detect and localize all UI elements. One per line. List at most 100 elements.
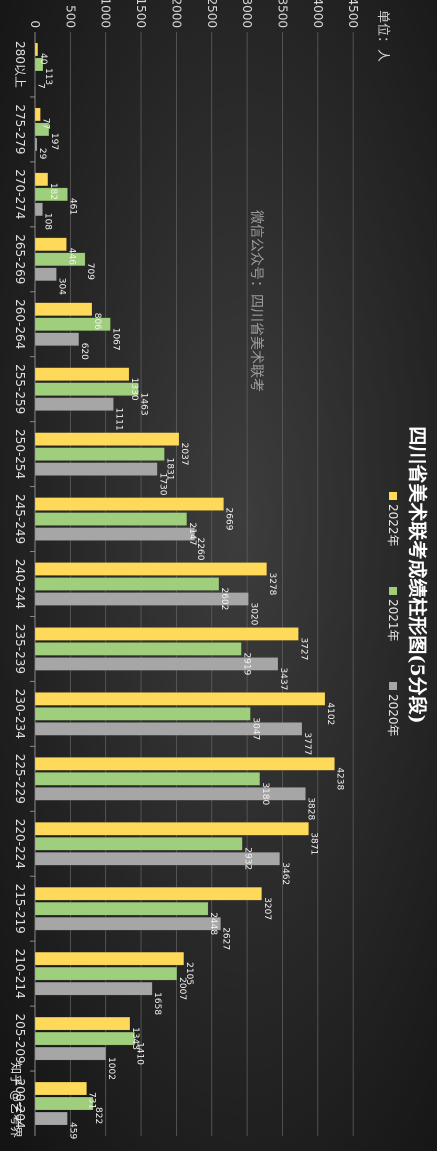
bar [34, 252, 86, 267]
bar [34, 382, 139, 396]
x-tick-label: 275-279 [13, 104, 27, 154]
data-label: 3871 [309, 832, 319, 855]
data-label: 29 [37, 148, 47, 160]
data-label: 7 [35, 83, 45, 89]
x-tick-label: 260-264 [13, 299, 27, 349]
data-label: 2105 [184, 962, 194, 985]
y-tick-label: 0 [28, 20, 42, 28]
bar [34, 722, 303, 736]
x-tick-label: 225-229 [13, 754, 27, 804]
data-label: 446 [67, 248, 77, 265]
bar [34, 107, 41, 122]
bar [34, 527, 196, 541]
bar [34, 122, 50, 137]
bar [34, 1046, 107, 1061]
bar [34, 1016, 131, 1031]
data-label: 620 [79, 343, 89, 360]
data-label: 40 [38, 53, 48, 65]
data-label: 1410 [135, 1042, 145, 1065]
credit-text: 知乎 @艺考界 [9, 1062, 23, 1138]
bar [34, 707, 251, 721]
bar [34, 447, 165, 461]
data-label: 1002 [106, 1057, 116, 1080]
legend-label: 2022年 [386, 504, 400, 547]
x-tick-label: 255-259 [13, 364, 27, 414]
data-label: 197 [49, 133, 59, 150]
bar [34, 367, 130, 381]
bar [34, 951, 185, 966]
data-labels: 40 77 182 446 806 1330 2037 2669 3278 3727 4102 423… [35, 53, 344, 1140]
bar [34, 852, 281, 866]
bar [34, 886, 262, 901]
data-label: 113 [43, 68, 53, 85]
bar [34, 332, 80, 346]
y-tick-label: 3500 [275, 0, 289, 28]
data-label: 3020 [249, 603, 259, 626]
bar [34, 497, 224, 511]
y-tick-label: 500 [63, 5, 77, 28]
bar [34, 172, 49, 187]
bar [34, 692, 326, 706]
bar [34, 57, 44, 72]
data-label: 2669 [224, 508, 234, 531]
legend-swatch [389, 682, 397, 690]
bar [34, 916, 221, 931]
x-tick-label: 280以上 [13, 41, 27, 88]
data-label: 3047 [250, 717, 260, 740]
bar [34, 757, 335, 771]
data-label: 1343 [130, 1027, 140, 1050]
x-tick-label: 240-244 [13, 559, 27, 609]
legend: 2022年 2021年 2020年 [386, 492, 400, 737]
data-label: 2037 [179, 443, 189, 466]
x-tick-label: 215-219 [13, 884, 27, 934]
data-label: 3278 [267, 573, 277, 596]
bar [34, 187, 68, 202]
data-label: 2007 [177, 977, 187, 1000]
data-label: 1658 [152, 992, 162, 1015]
data-label: 108 [43, 213, 53, 230]
data-label: 77 [40, 118, 50, 129]
data-label: 731 [87, 1092, 97, 1109]
bar [34, 1031, 135, 1046]
data-label: 4238 [335, 767, 345, 790]
bar [34, 627, 299, 641]
y-tick-label: 2500 [205, 0, 219, 28]
data-label: 459 [67, 1122, 77, 1139]
bar [34, 1111, 68, 1126]
x-tick-label: 265-269 [13, 234, 27, 284]
y-tick-label: 3000 [240, 0, 254, 28]
bar [34, 837, 243, 851]
data-label: 709 [85, 263, 95, 280]
data-label: 2932 [242, 847, 252, 870]
legend-label: 2021年 [386, 599, 400, 642]
legend-label: 2020年 [386, 694, 400, 737]
y-tick-label: 1500 [134, 0, 148, 28]
x-tick-label: 250-254 [13, 429, 27, 479]
chart-title: 四川省美术联考成绩柱形图(5分段) [406, 426, 429, 723]
bar [34, 267, 57, 282]
data-label: 1831 [164, 458, 174, 481]
data-label: 1463 [138, 393, 148, 416]
data-label: 182 [48, 183, 58, 200]
y-tick-label: 4500 [346, 0, 360, 28]
y-tick-label: 4000 [311, 0, 325, 28]
y-tick-label: 1000 [99, 0, 113, 28]
data-label: 3727 [298, 637, 308, 660]
data-label: 2919 [241, 652, 251, 675]
x-tick-label: 220-224 [13, 819, 27, 869]
bar [34, 237, 67, 252]
unit-label: 单位：人 [375, 10, 390, 62]
data-label: 3180 [260, 782, 270, 805]
data-label: 3828 [306, 797, 316, 820]
data-label: 2147 [187, 523, 197, 546]
bar [34, 772, 261, 786]
legend-swatch [389, 587, 397, 595]
bar [34, 202, 43, 217]
data-label: 304 [56, 278, 66, 295]
data-label: 1067 [110, 328, 120, 351]
bar [34, 966, 178, 981]
legend-swatch [389, 492, 397, 500]
bar [34, 642, 242, 656]
data-label: 1330 [129, 378, 139, 401]
x-tick-label: 270-274 [13, 169, 27, 219]
